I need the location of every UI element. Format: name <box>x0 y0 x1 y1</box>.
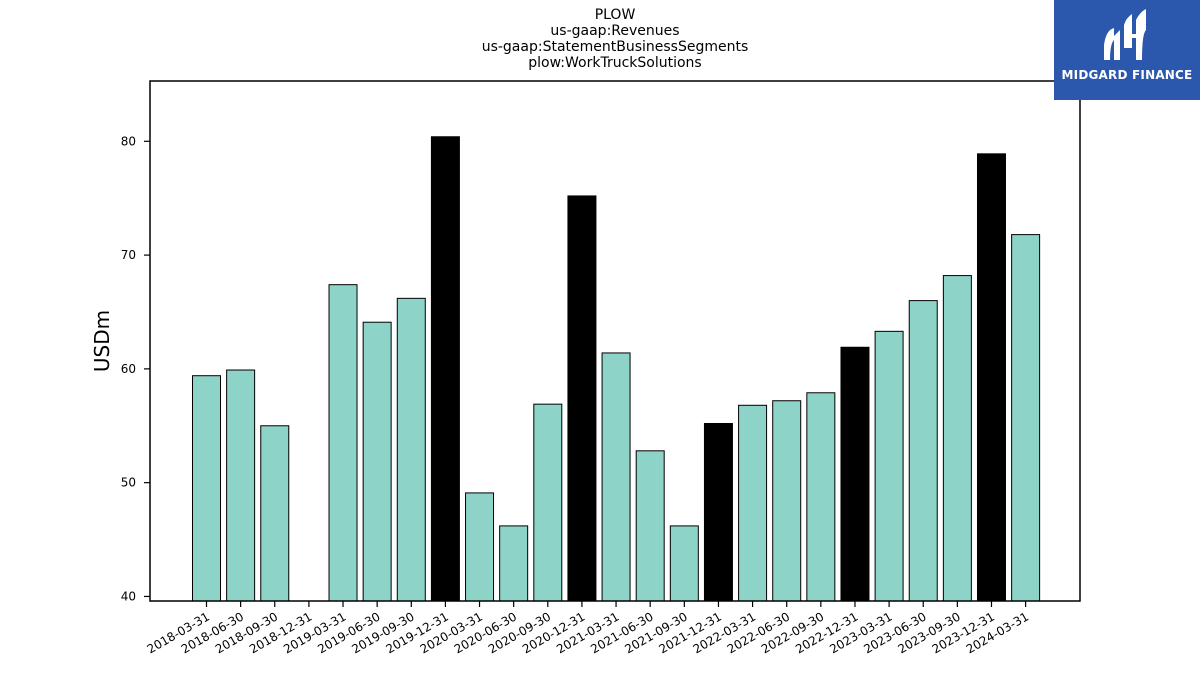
bar <box>840 346 870 602</box>
y-tick-label: 40 <box>121 589 136 603</box>
bar <box>362 321 392 602</box>
bar <box>635 450 665 602</box>
midgard-finance-logo: MIDGARD FINANCE <box>1054 0 1200 100</box>
bar <box>1011 234 1041 602</box>
bar <box>226 369 256 602</box>
logo-text: MIDGARD FINANCE <box>1061 68 1193 82</box>
bar <box>465 492 495 602</box>
plot-frame <box>149 80 1081 602</box>
bar <box>942 275 972 602</box>
bar <box>533 403 563 602</box>
bar <box>874 330 904 602</box>
chart-title-line-3: us-gaap:StatementBusinessSegments <box>481 39 749 55</box>
bar <box>192 375 221 602</box>
bar <box>430 136 460 602</box>
y-tick-label: 80 <box>121 134 136 148</box>
bar <box>396 297 426 602</box>
chart-title-line-4: plow:WorkTruckSolutions <box>528 55 702 71</box>
bar <box>567 195 597 602</box>
bar <box>908 300 938 602</box>
y-tick-label: 70 <box>121 248 136 262</box>
bar <box>499 525 529 602</box>
y-axis-label: USDm <box>90 310 114 372</box>
y-tick-label: 60 <box>121 362 136 376</box>
bar <box>601 352 631 602</box>
bar <box>806 392 836 602</box>
midgard-logo-icon <box>1104 9 1146 60</box>
bar <box>976 153 1006 602</box>
bar <box>260 425 290 602</box>
bar <box>703 422 733 602</box>
chart-title-line-1: PLOW <box>594 7 636 23</box>
bar <box>669 525 699 602</box>
bar <box>772 400 802 602</box>
chart-title-line-2: us-gaap:Revenues <box>550 23 680 39</box>
bar <box>328 284 358 602</box>
y-tick-label: 50 <box>121 476 136 490</box>
bar <box>738 404 768 602</box>
